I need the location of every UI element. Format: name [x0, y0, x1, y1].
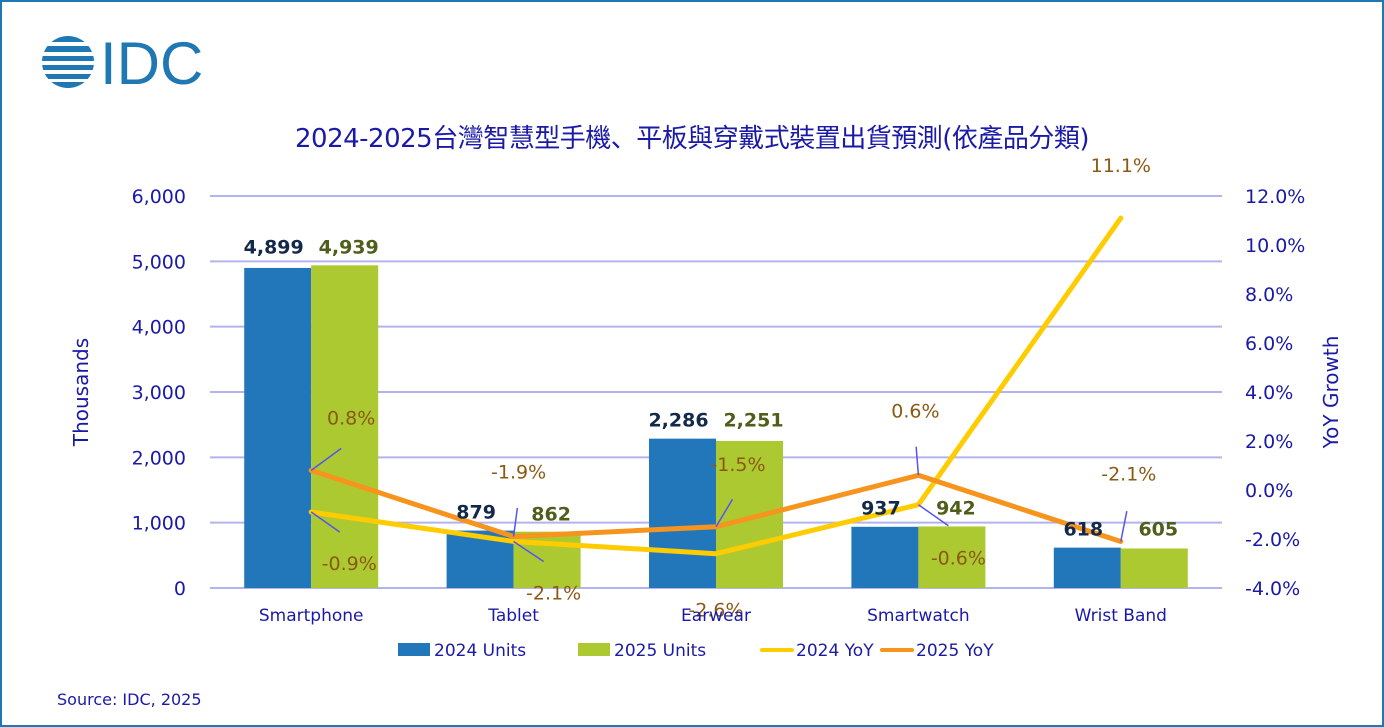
legend: 2024 Units 2025 Units 2024 YoY 2025 YoY — [398, 641, 994, 661]
left-tick-label: 1,000 — [132, 513, 186, 535]
yoy-label: -2.6% — [688, 600, 743, 622]
left-tick-label: 0 — [174, 578, 186, 600]
bar-2025-units — [1120, 548, 1188, 588]
data-labels: 4,899 4,939 879 862 2,286 2,251 937 942 618 605 -0… — [244, 155, 1178, 622]
leader-line — [512, 507, 519, 537]
bar-value-label-2024: 879 — [456, 502, 496, 524]
right-tick-label: 12.0% — [1245, 186, 1305, 208]
bars — [244, 265, 1188, 588]
right-tick-label: 8.0% — [1245, 284, 1293, 306]
left-tick-label: 6,000 — [132, 186, 186, 208]
logo-text: IDC — [100, 34, 203, 90]
yoy-label: 11.1% — [1091, 155, 1151, 177]
bar-value-label-2025: 942 — [936, 497, 976, 519]
left-tick-label: 3,000 — [132, 382, 186, 404]
left-axis-ticks: 0 1,000 2,000 3,000 4,000 5,000 6,000 — [132, 186, 186, 600]
bar-2024-units — [851, 526, 919, 588]
yoy-label: -0.6% — [931, 548, 986, 570]
bar-value-label-2025: 4,939 — [319, 236, 379, 258]
bar-value-label-2025: 605 — [1138, 519, 1178, 541]
leader-line — [1120, 511, 1128, 542]
bar-value-label-2024: 618 — [1063, 519, 1103, 541]
legend-label: 2025 YoY — [916, 641, 994, 661]
legend-label: 2024 YoY — [796, 641, 874, 661]
leader-line — [310, 511, 341, 533]
category-label: Wrist Band — [1075, 606, 1167, 626]
globe-icon — [42, 36, 94, 88]
right-axis-ticks: -4.0% -2.0% 0.0% 2.0% 4.0% 6.0% 8.0% 10.0% 12.0% — [1245, 186, 1305, 600]
leader-line — [310, 447, 342, 472]
bar-2025-units — [918, 526, 986, 588]
bar-2025-units — [311, 265, 379, 588]
yoy-label: 0.6% — [891, 400, 939, 422]
source-note: Source: IDC, 2025 — [57, 690, 202, 709]
right-tick-label: -2.0% — [1245, 529, 1300, 551]
leader-line — [917, 504, 949, 527]
leader-line — [915, 446, 920, 476]
legend-swatch-2025-units — [578, 643, 610, 656]
category-label: Tablet — [487, 606, 539, 626]
yoy-label: -0.9% — [322, 553, 377, 575]
right-tick-label: 10.0% — [1245, 235, 1305, 257]
bar-value-label-2024: 937 — [861, 497, 901, 519]
bar-value-label-2024: 4,899 — [244, 236, 304, 258]
leader-line — [715, 498, 734, 528]
bar-2024-units — [244, 267, 312, 588]
label-leader-lines — [310, 446, 1128, 563]
left-tick-label: 4,000 — [132, 317, 186, 339]
yoy-label: -1.5% — [710, 454, 765, 476]
right-tick-label: 0.0% — [1245, 480, 1293, 502]
yoy-label: -2.1% — [526, 582, 581, 604]
right-axis-title: YoY Growth — [1319, 336, 1343, 450]
right-tick-label: -4.0% — [1245, 578, 1300, 600]
left-axis-title: Thousands — [69, 338, 93, 447]
category-label: Smartphone — [259, 606, 364, 626]
idc-logo: IDC — [42, 34, 203, 90]
yoy-label: 0.8% — [327, 407, 375, 429]
category-label: Earwear — [681, 606, 751, 626]
leader-line — [513, 540, 545, 563]
left-tick-label: 2,000 — [132, 447, 186, 469]
bar-value-label-2024: 2,286 — [648, 410, 708, 432]
yoy-label: -2.1% — [1101, 463, 1156, 485]
right-tick-label: 6.0% — [1245, 333, 1293, 355]
left-tick-label: 5,000 — [132, 251, 186, 273]
bar-value-label-2025: 2,251 — [723, 410, 783, 432]
bar-2024-units — [1053, 547, 1121, 588]
legend-label: 2024 Units — [434, 641, 526, 661]
bar-2024-units — [649, 438, 716, 588]
right-tick-label: 4.0% — [1245, 382, 1293, 404]
category-label: Smartwatch — [867, 606, 970, 626]
yoy-label: -1.9% — [491, 462, 546, 484]
chart-title: 2024-2025台灣智慧型手機、平板與穿戴式裝置出貨預測(依產品分類) — [294, 124, 1090, 154]
line-2024-yoy — [308, 215, 1124, 557]
category-labels: Smartphone Tablet Earwear Smartwatch Wrist B… — [259, 606, 1167, 626]
bar-value-label-2025: 862 — [531, 504, 571, 526]
legend-swatch-2024-units — [398, 643, 430, 656]
legend-label: 2025 Units — [614, 641, 706, 661]
right-tick-label: 2.0% — [1245, 431, 1293, 453]
